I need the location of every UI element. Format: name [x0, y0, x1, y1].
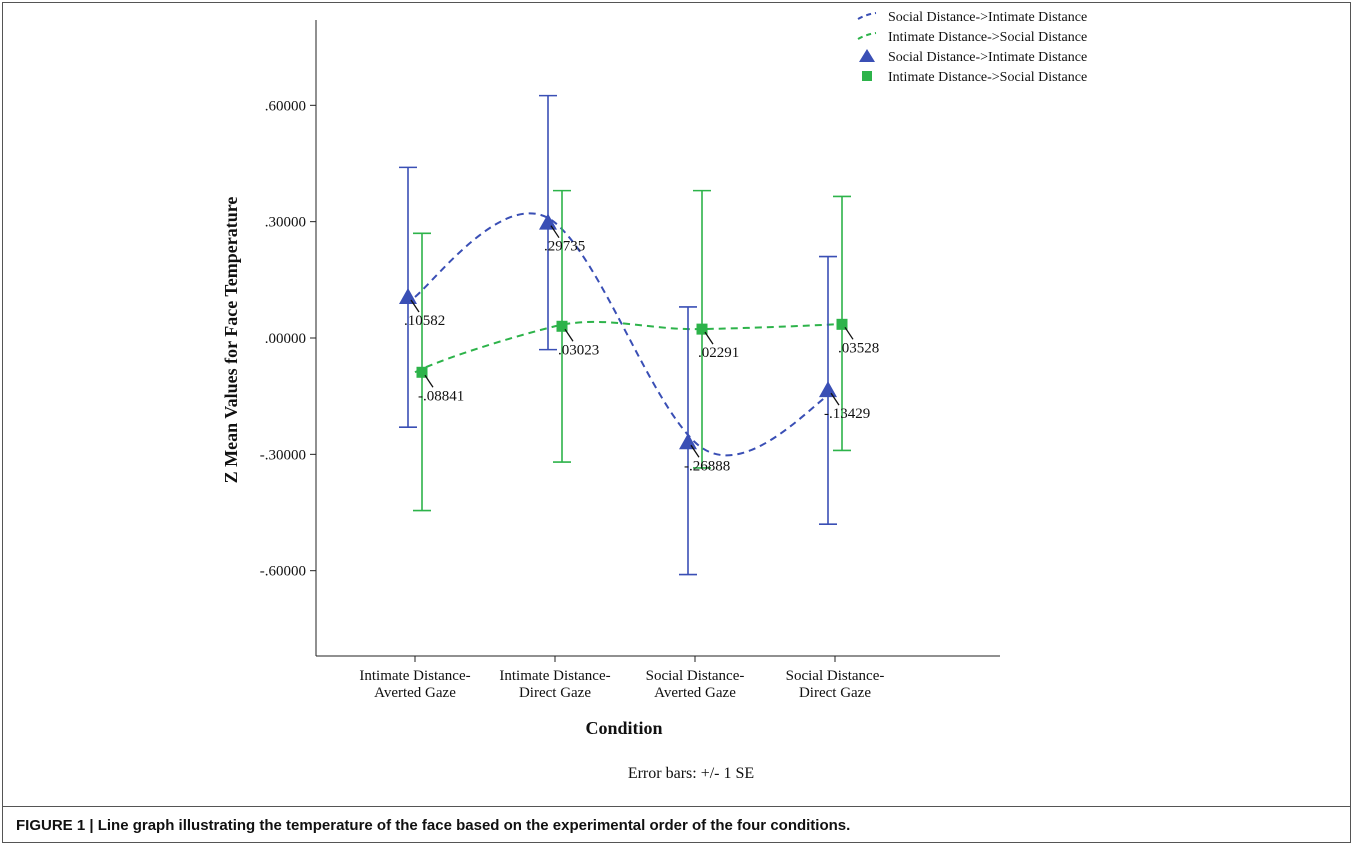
x-tick-label: Intimate Distance-Direct Gaze [499, 668, 610, 701]
square-marker [696, 323, 708, 335]
data-label: -.08841 [418, 388, 464, 404]
legend-label: Social Distance->Intimate Distance [888, 50, 1087, 65]
triangle-marker [819, 381, 837, 398]
data-label-leader [550, 225, 560, 239]
data-label-leader [690, 444, 700, 458]
triangle-marker [399, 287, 417, 304]
x-axis-title: Condition [585, 718, 662, 738]
y-tick-label: -.30000 [260, 447, 306, 463]
error-bars [399, 94, 851, 576]
x-tick-label: Intimate Distance-Averted Gaze [359, 668, 470, 701]
y-tick-label: .30000 [265, 215, 306, 231]
x-tick-label: Social Distance-Averted Gaze [646, 668, 745, 701]
y-axis-title: Z Mean Values for Face Temperature [221, 197, 241, 484]
x-tick-label-line: Social Distance- [646, 668, 745, 684]
figure-caption: FIGURE 1 | Line graph illustrating the t… [2, 806, 1351, 843]
series-curve-1 [414, 212, 836, 457]
x-tick-label-line: Averted Gaze [374, 685, 456, 701]
x-tick-label-line: Intimate Distance- [499, 668, 610, 684]
data-label: .03023 [558, 342, 599, 358]
data-label: .10582 [404, 313, 445, 329]
legend-label: Intimate Distance->Social Distance [888, 70, 1087, 85]
data-label-leader [564, 328, 574, 342]
x-tick-label-line: Direct Gaze [799, 685, 871, 701]
data-label-leader [410, 299, 420, 313]
x-tick-label-line: Social Distance- [786, 668, 885, 684]
error-bar-note: Error bars: +/- 1 SE [628, 765, 754, 782]
x-tick-label: Social Distance-Direct Gaze [786, 668, 885, 701]
data-label-leader [424, 374, 434, 388]
legend-label: Social Distance->Intimate Distance [888, 10, 1087, 25]
triangle-marker [679, 433, 697, 450]
data-label: -.13429 [824, 406, 870, 422]
square-marker [556, 320, 568, 332]
data-label: .29735 [544, 239, 585, 255]
data-label: .02291 [698, 345, 739, 361]
data-label-leader [830, 392, 840, 406]
x-tick-label-line: Averted Gaze [654, 685, 736, 701]
y-tick-label: .00000 [265, 331, 306, 347]
data-label: .03528 [838, 340, 879, 356]
square-marker [836, 318, 848, 330]
data-label: -.26888 [684, 458, 730, 474]
x-tick-label-line: Intimate Distance- [359, 668, 470, 684]
line-chart: .60000 .30000 .00000 -.30000 -.60000 Intimate… [221, 10, 1087, 782]
triangle-marker [539, 213, 557, 230]
series-curve-2 [414, 320, 836, 374]
legend-triangle-swatch [859, 49, 875, 62]
y-tick-label: -.60000 [260, 564, 306, 580]
data-markers [399, 213, 848, 450]
data-label-leader [844, 326, 854, 340]
legend-label: Intimate Distance->Social Distance [888, 30, 1087, 45]
data-label-leader [704, 331, 714, 345]
data-labels: .10582 .29735 -.26888 -.13429 -.08841 .03023.… [404, 225, 879, 474]
axes: .60000 .30000 .00000 -.30000 -.60000 Intimate… [260, 20, 1000, 701]
legend-line-swatch [857, 12, 877, 20]
x-tick-label-line: Direct Gaze [519, 685, 591, 701]
trend-curves [414, 212, 836, 457]
square-marker [416, 366, 428, 378]
legend-square-swatch [862, 71, 872, 81]
y-tick-label: .60000 [265, 98, 306, 114]
legend: Social Distance->Intimate Distance Intima… [857, 10, 1087, 85]
legend-line-swatch [857, 32, 877, 40]
